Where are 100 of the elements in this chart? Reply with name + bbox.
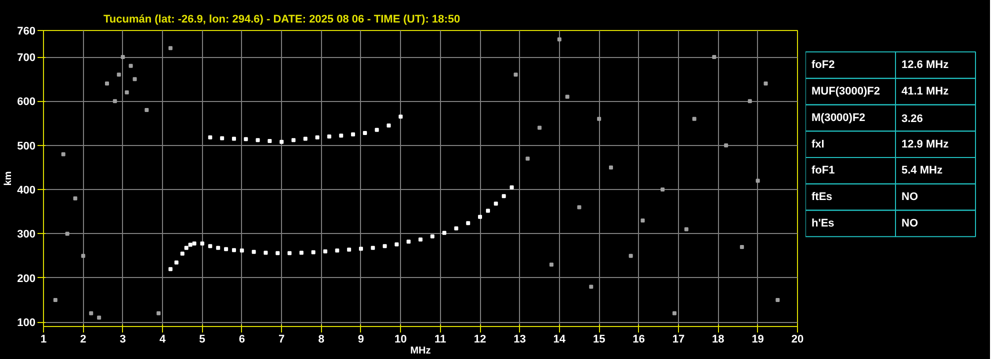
text: M(3000)F2 bbox=[812, 112, 866, 124]
y-tick-label: 400 bbox=[17, 184, 36, 197]
point bbox=[156, 311, 161, 316]
point bbox=[232, 248, 236, 252]
point bbox=[276, 251, 280, 256]
point bbox=[351, 132, 356, 136]
text: foF1 bbox=[812, 164, 835, 177]
point bbox=[61, 152, 66, 156]
point bbox=[168, 46, 172, 50]
point bbox=[370, 246, 375, 250]
x-tick-label: 4 bbox=[159, 334, 166, 346]
point bbox=[224, 247, 228, 252]
point bbox=[208, 135, 212, 140]
x-tick-label: 6 bbox=[238, 334, 245, 346]
point bbox=[454, 226, 458, 230]
point bbox=[398, 114, 403, 119]
point bbox=[776, 298, 780, 302]
text: foF2 bbox=[812, 59, 835, 72]
x-tick-label: 12 bbox=[474, 334, 486, 346]
x-tick-label: 11 bbox=[434, 334, 446, 346]
point bbox=[288, 251, 292, 256]
x-tick-label: 9 bbox=[358, 334, 364, 346]
y-tick-label: 760 bbox=[17, 26, 36, 38]
x-tick-label: 18 bbox=[712, 334, 724, 346]
point bbox=[264, 250, 268, 255]
point bbox=[597, 116, 602, 121]
point bbox=[494, 202, 498, 206]
point bbox=[764, 82, 768, 86]
point bbox=[608, 165, 613, 170]
point bbox=[589, 284, 594, 289]
point bbox=[89, 311, 94, 316]
point bbox=[692, 116, 696, 121]
point bbox=[684, 227, 688, 232]
point bbox=[514, 72, 518, 77]
point bbox=[174, 260, 178, 264]
point bbox=[244, 137, 248, 142]
x-tick-label: 8 bbox=[318, 334, 324, 346]
x-tick-label: 5 bbox=[199, 334, 206, 346]
point bbox=[660, 188, 665, 192]
point bbox=[406, 240, 411, 244]
point bbox=[112, 99, 117, 104]
x-tick-label: 20 bbox=[791, 334, 804, 346]
point bbox=[335, 248, 340, 253]
point bbox=[256, 138, 260, 142]
text: 12.6 MHz bbox=[902, 59, 950, 72]
text: NO bbox=[902, 217, 918, 230]
text: NO bbox=[902, 191, 918, 204]
point bbox=[73, 196, 78, 200]
point bbox=[538, 126, 542, 130]
point bbox=[208, 244, 212, 248]
chart-title: Tucumán (lat: -26.9, lon: 294.6) - DATE: 2025 08 06 - TIME (UT): 18:50 bbox=[104, 14, 460, 26]
point bbox=[724, 143, 728, 148]
point bbox=[252, 250, 256, 254]
point bbox=[65, 232, 70, 236]
text: 12.9 MHz bbox=[902, 138, 950, 150]
point bbox=[299, 250, 304, 255]
x-tick-label: 14 bbox=[553, 334, 566, 346]
x-tick-label: 17 bbox=[672, 334, 685, 346]
point bbox=[292, 138, 296, 142]
point bbox=[192, 241, 196, 246]
point bbox=[486, 208, 490, 213]
point bbox=[180, 252, 184, 256]
y-tick-label: 200 bbox=[17, 272, 36, 285]
point bbox=[168, 267, 172, 272]
y-tick-label: 700 bbox=[17, 52, 36, 64]
point bbox=[756, 178, 760, 183]
point bbox=[478, 214, 482, 219]
point bbox=[124, 90, 129, 94]
point bbox=[144, 108, 149, 112]
y-tick-label: 100 bbox=[17, 317, 36, 330]
point bbox=[200, 241, 204, 246]
point bbox=[97, 316, 102, 320]
y-tick-label: 600 bbox=[17, 96, 36, 108]
point bbox=[128, 64, 133, 68]
point bbox=[526, 156, 530, 161]
point bbox=[502, 194, 506, 198]
point bbox=[327, 134, 332, 139]
x-tick-label: 7 bbox=[278, 334, 285, 346]
point bbox=[232, 136, 236, 141]
point bbox=[466, 221, 470, 226]
point bbox=[358, 246, 363, 251]
point bbox=[220, 136, 224, 140]
point bbox=[748, 99, 752, 104]
text: h'Es bbox=[812, 217, 834, 230]
point bbox=[430, 234, 434, 238]
point bbox=[557, 37, 562, 42]
point bbox=[565, 94, 570, 99]
point bbox=[81, 254, 86, 258]
point bbox=[740, 244, 744, 249]
point bbox=[268, 138, 272, 143]
point bbox=[132, 77, 137, 82]
text: ftEs bbox=[812, 191, 832, 204]
point bbox=[216, 246, 220, 250]
point bbox=[386, 123, 391, 128]
x-axis-title: MHz bbox=[410, 346, 431, 356]
point bbox=[442, 230, 446, 235]
x-tick-label: 19 bbox=[752, 334, 764, 346]
point bbox=[577, 205, 582, 210]
text: 41.1 MHz bbox=[902, 86, 950, 98]
point bbox=[280, 140, 284, 144]
